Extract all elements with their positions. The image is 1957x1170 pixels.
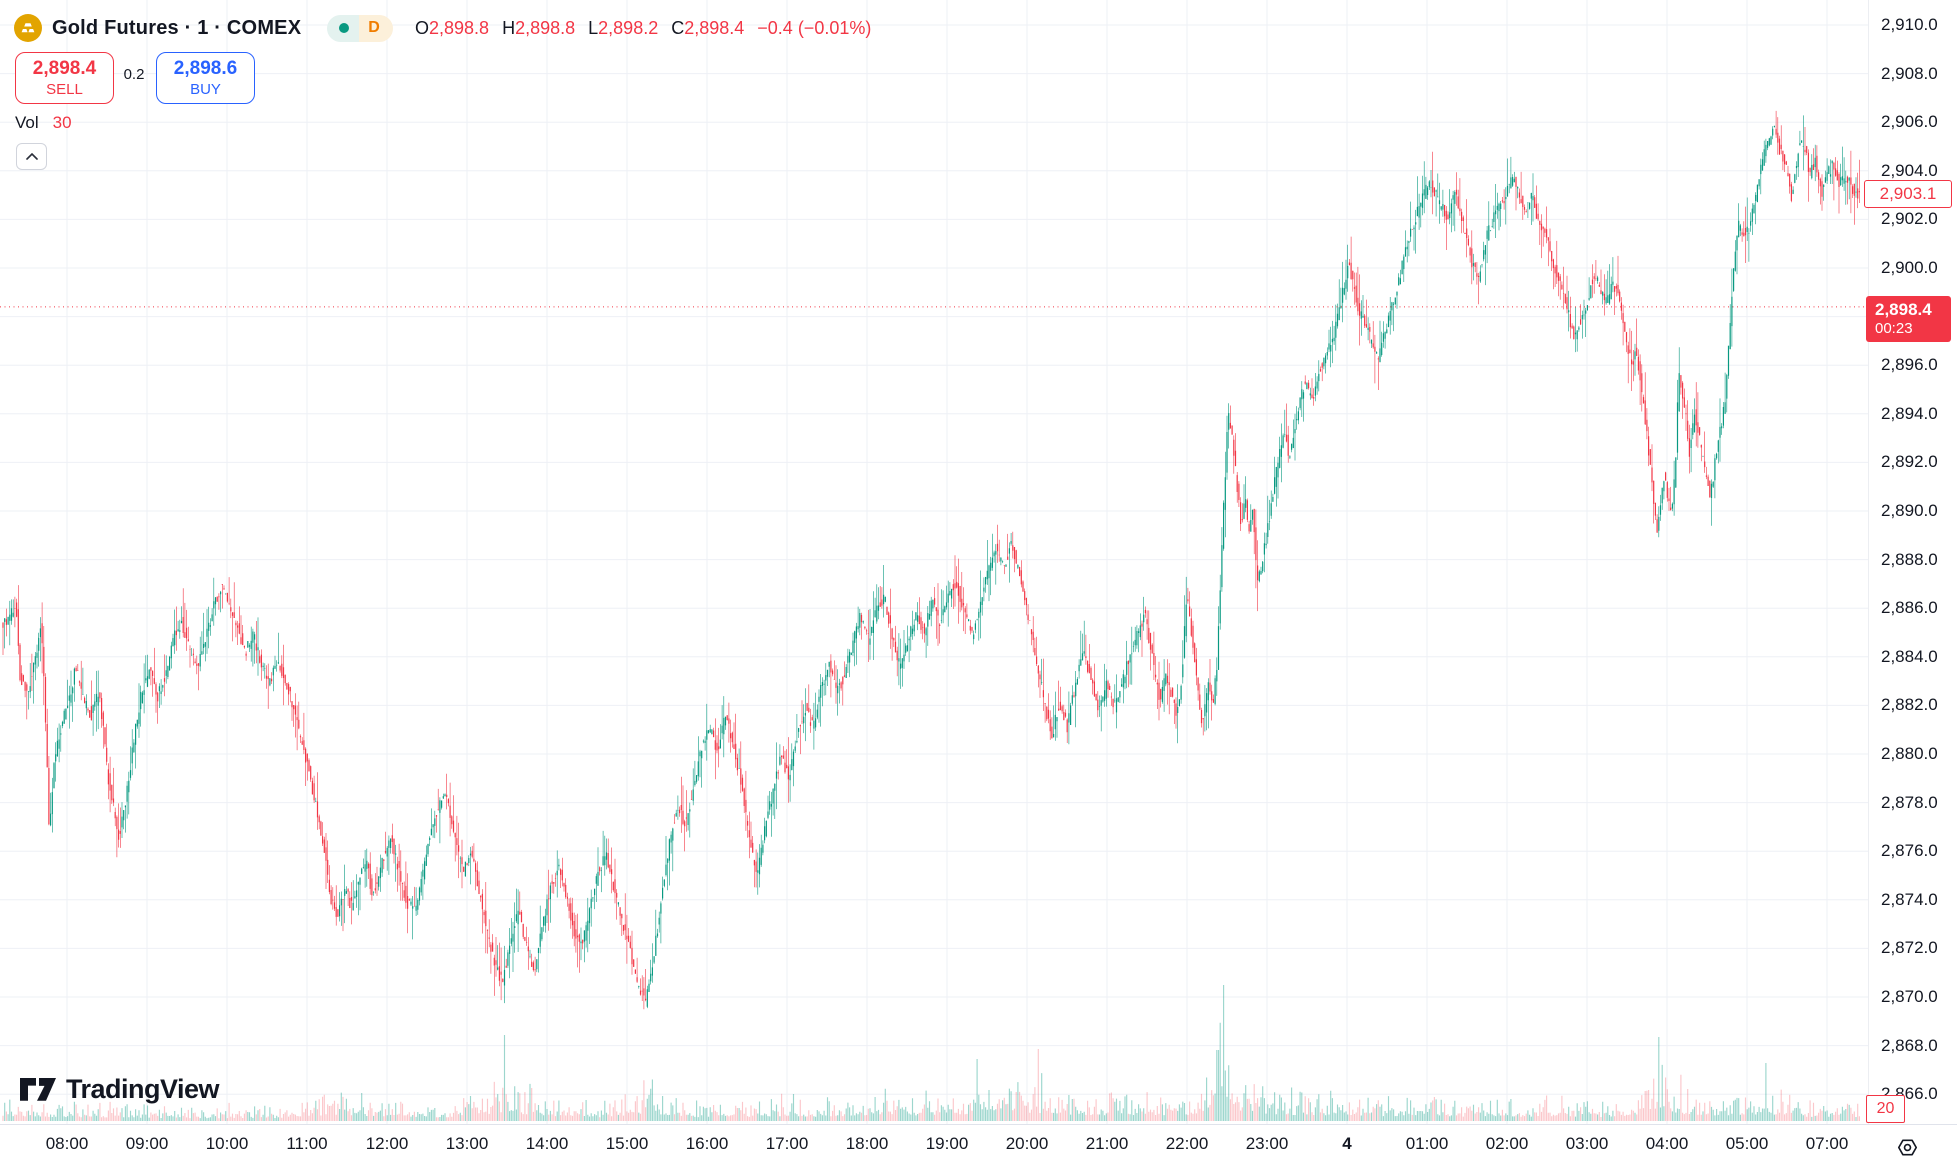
ohlc-low-value: 2,898.2 (598, 18, 659, 38)
time-tick: 09:00 (125, 1134, 169, 1153)
buy-label: BUY (190, 80, 221, 98)
time-tick: 19:00 (925, 1134, 969, 1153)
price-tick: 2,878.0 (1881, 792, 1938, 812)
time-tick: 23:00 (1245, 1134, 1289, 1153)
price-tick: 2,868.0 (1881, 1035, 1938, 1055)
time-tick: 17:00 (765, 1134, 809, 1153)
sell-button[interactable]: 2,898.4 SELL (15, 52, 114, 104)
delayed-data-letter: D (368, 19, 380, 36)
price-tick: 2,906.0 (1881, 112, 1938, 132)
time-tick: 11:00 (286, 1134, 328, 1153)
symbol-row: Gold Futures · 1 · COMEX D (14, 14, 393, 42)
gear-icon (1897, 1138, 1917, 1156)
time-tick: 05:00 (1725, 1134, 1769, 1153)
ohlc-high-key: H (502, 18, 516, 38)
market-open-dot-icon (339, 23, 350, 33)
tradingview-logo[interactable]: TradingView (20, 1074, 220, 1105)
time-tick: 01:00 (1405, 1134, 1449, 1153)
time-axis[interactable]: 08:00 09:00 10:00 11:00 12:00 13:00 14:00 15:00… (0, 1124, 1957, 1170)
volume-value: 30 (52, 113, 72, 132)
price-tick: 2,876.0 (1881, 841, 1938, 861)
price-tick: 2,872.0 (1881, 938, 1938, 958)
price-tick: 2,902.0 (1881, 209, 1938, 229)
ohlc-open-key: O (415, 18, 430, 38)
price-tick: 2,904.0 (1881, 160, 1938, 180)
price-tick: 2,870.0 (1881, 987, 1938, 1006)
time-tick: 03:00 (1565, 1134, 1609, 1153)
ohlc-legend: O2,898.8 H2,898.8 L2,898.2 C2,898.4 −0.4… (415, 18, 871, 39)
ohlc-close-key: C (671, 18, 685, 38)
time-tick: 07:00 (1805, 1134, 1849, 1153)
candlestick-chart[interactable] (0, 0, 1868, 1124)
gold-futures-icon (14, 14, 42, 42)
data-delay-badge[interactable]: D (327, 14, 393, 42)
time-tick: 13:00 (445, 1134, 489, 1153)
price-tick: 2,874.0 (1881, 889, 1938, 909)
time-tick: 14:00 (525, 1134, 569, 1153)
sell-price: 2,898.4 (32, 57, 97, 79)
current-price-label: 2,898.4 00:23 (1866, 295, 1951, 342)
price-tick: 2,880.0 (1881, 744, 1938, 763)
price-tick: 2,894.0 (1881, 403, 1938, 423)
volume-key: Vol (15, 113, 39, 132)
time-tick: 10:00 (205, 1134, 249, 1153)
price-tick: 2,888.0 (1881, 549, 1938, 569)
price-tick: 2,884.0 (1881, 646, 1938, 666)
time-tick: 20:00 (1005, 1134, 1049, 1153)
tradingview-mark-icon (20, 1077, 56, 1101)
last-close-label: 2,903.1 (1864, 179, 1952, 208)
time-tick: 08:00 (45, 1134, 89, 1153)
buy-price: 2,898.6 (173, 57, 238, 79)
ohlc-high-value: 2,898.8 (515, 18, 576, 38)
price-tick: 2,882.0 (1881, 695, 1938, 715)
volume-axis-label: 20 (1866, 1095, 1905, 1123)
current-price-value: 2,898.4 (1875, 299, 1932, 319)
volume-legend: Vol 30 (15, 113, 72, 133)
time-tick: 22:00 (1165, 1134, 1209, 1153)
ohlc-low-key: L (588, 18, 599, 38)
price-axis[interactable]: 2,866.0 2,868.0 2,870.0 2,872.0 2,874.0 2,876… (1864, 0, 1957, 1124)
time-tick: 12:00 (365, 1134, 409, 1153)
symbol-title[interactable]: Gold Futures · 1 · COMEX (52, 16, 302, 39)
time-tick: 18:00 (845, 1134, 889, 1153)
spread-value: 0.2 (123, 66, 145, 83)
sell-label: SELL (46, 80, 83, 98)
settings-gear-button[interactable] (1888, 1128, 1926, 1166)
price-tick: 2,900.0 (1881, 258, 1938, 277)
tradingview-logo-text: TradingView (66, 1074, 220, 1104)
time-tick: 4 (1342, 1134, 1352, 1153)
time-tick: 16:00 (685, 1134, 729, 1153)
time-tick: 21:00 (1085, 1134, 1129, 1153)
ohlc-open-value: 2,898.8 (429, 18, 490, 38)
time-tick: 02:00 (1485, 1134, 1529, 1153)
price-tick: 2,890.0 (1881, 501, 1938, 520)
time-labels: 08:00 09:00 10:00 11:00 12:00 13:00 14:00 15:00… (0, 1125, 1868, 1170)
collapse-pane-button[interactable] (16, 143, 47, 170)
price-tick: 2,910.0 (1881, 15, 1938, 34)
time-tick: 04:00 (1645, 1134, 1689, 1153)
price-tick: 2,892.0 (1881, 452, 1938, 472)
time-tick: 15:00 (605, 1134, 649, 1153)
bar-countdown: 00:23 (1875, 319, 1913, 337)
price-tick: 2,886.0 (1881, 598, 1938, 618)
ohlc-close-value: 2,898.4 (684, 18, 745, 38)
chevron-up-icon (25, 153, 38, 160)
buy-button[interactable]: 2,898.6 BUY (156, 52, 255, 104)
price-change: −0.4 (−0.01%) (757, 18, 872, 38)
price-tick: 2,908.0 (1881, 63, 1938, 83)
price-tick: 2,896.0 (1881, 355, 1938, 375)
